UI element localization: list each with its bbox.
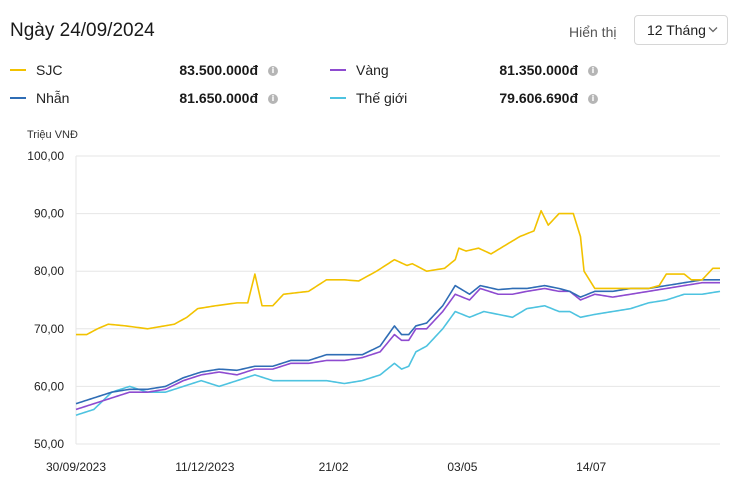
x-tick-label: 21/02 bbox=[319, 460, 349, 474]
period-select-value: 12 Tháng bbox=[647, 22, 706, 38]
legend-label-the-gioi: Thế giới bbox=[356, 90, 408, 106]
legend-swatch-sjc bbox=[10, 69, 26, 71]
y-tick-label: 100,00 bbox=[27, 149, 64, 163]
legend-label-nhan: Nhẫn bbox=[36, 90, 70, 106]
x-axis-ticks: 30/09/2023 11/12/2023 21/02 03/05 14/07 bbox=[46, 460, 607, 474]
legend-item-vang[interactable]: Vàng bbox=[330, 61, 389, 79]
x-tick-label: 11/12/2023 bbox=[175, 460, 234, 474]
y-axis-unit: Triệu VNĐ bbox=[27, 129, 78, 141]
chevron-down-icon bbox=[708, 27, 718, 33]
y-tick-label: 80,00 bbox=[34, 264, 64, 278]
legend-swatch-nhan bbox=[10, 97, 26, 99]
legend-value-sjc: 83.500.000đ bbox=[179, 62, 258, 78]
y-tick-label: 60,00 bbox=[34, 379, 64, 393]
legend-item-sjc[interactable]: SJC bbox=[10, 61, 62, 79]
legend-label-vang: Vàng bbox=[356, 62, 389, 78]
series-lines bbox=[75, 209, 721, 416]
info-icon[interactable]: i bbox=[268, 94, 278, 104]
display-label: Hiển thị bbox=[569, 24, 617, 40]
legend-value-vang: 81.350.000đ bbox=[499, 62, 578, 78]
legend-value-the-gioi: 79.606.690đ bbox=[499, 90, 578, 106]
x-tick-label: 14/07 bbox=[576, 460, 606, 474]
y-tick-label: 70,00 bbox=[34, 322, 64, 336]
series-line-sjc bbox=[76, 209, 720, 336]
y-axis-ticks: 100,00 90,00 80,00 70,00 60,00 50,00 bbox=[27, 149, 64, 451]
legend-label-sjc: SJC bbox=[36, 62, 63, 78]
x-tick-label: 30/09/2023 bbox=[46, 460, 106, 474]
page-title: Ngày 24/09/2024 bbox=[10, 20, 155, 41]
series-line-thế-giới bbox=[75, 290, 721, 416]
period-select[interactable]: 12 Tháng bbox=[634, 15, 728, 45]
y-tick-label: 50,00 bbox=[34, 437, 64, 451]
chart-grid bbox=[75, 155, 720, 445]
legend-value-nhan: 81.650.000đ bbox=[179, 90, 258, 106]
info-icon[interactable]: i bbox=[588, 94, 598, 104]
legend-item-nhan[interactable]: Nhẫn bbox=[10, 89, 69, 107]
legend-swatch-vang bbox=[330, 69, 346, 71]
legend-swatch-the-gioi bbox=[330, 97, 346, 99]
x-tick-label: 03/05 bbox=[447, 460, 477, 474]
info-icon[interactable]: i bbox=[588, 66, 598, 76]
series-line-vàng bbox=[75, 281, 720, 411]
series-line-nhẫn bbox=[75, 279, 720, 405]
info-icon[interactable]: i bbox=[268, 66, 278, 76]
y-tick-label: 90,00 bbox=[34, 207, 64, 221]
legend-item-the-gioi[interactable]: Thế giới bbox=[330, 89, 407, 107]
